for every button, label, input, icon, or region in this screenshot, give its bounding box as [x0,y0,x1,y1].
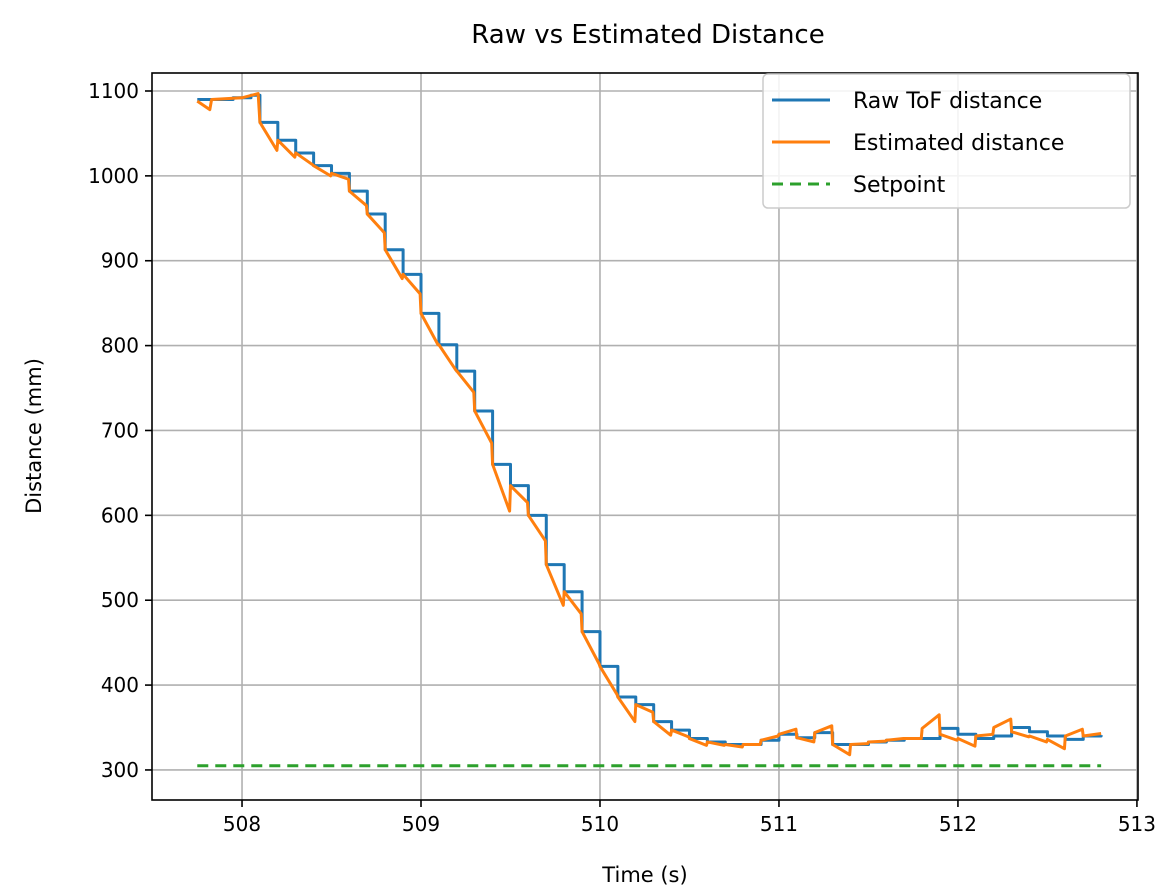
x-tick-label: 512 [939,812,977,836]
legend: Raw ToF distance Estimated distance Setpoi… [762,73,1131,209]
y-tick-label: 300 [101,758,139,782]
y-tick-label: 700 [101,418,139,442]
x-tick-label: 510 [581,812,619,836]
y-tick-label: 500 [101,588,139,612]
x-axis-label: Time (s) [601,863,687,887]
y-tick-label: 400 [101,673,139,697]
ticks: 508 509 510 511 512 513 300 400 500 600 700 800 900 1… [88,79,1156,836]
x-tick-label: 511 [760,812,798,836]
x-tick-label: 508 [223,812,261,836]
legend-label: Estimated distance [853,131,1064,156]
estimated-distance-line [196,92,1102,757]
legend-label: Raw ToF distance [853,89,1042,114]
y-tick-label: 600 [101,503,139,527]
y-tick-label: 800 [101,334,139,358]
legend-box [762,73,1131,209]
x-tick-label: 509 [402,812,440,836]
y-axis-label: Distance (mm) [22,358,46,514]
series-layer [196,92,1103,768]
y-tick-label: 900 [101,249,139,273]
y-tick-label: 1000 [88,164,139,188]
chart-title: Raw vs Estimated Distance [471,20,824,50]
x-tick-label: 513 [1118,812,1156,836]
legend-label: Setpoint [853,173,946,198]
plot-frame [151,72,1139,801]
y-tick-label: 1100 [88,79,139,103]
